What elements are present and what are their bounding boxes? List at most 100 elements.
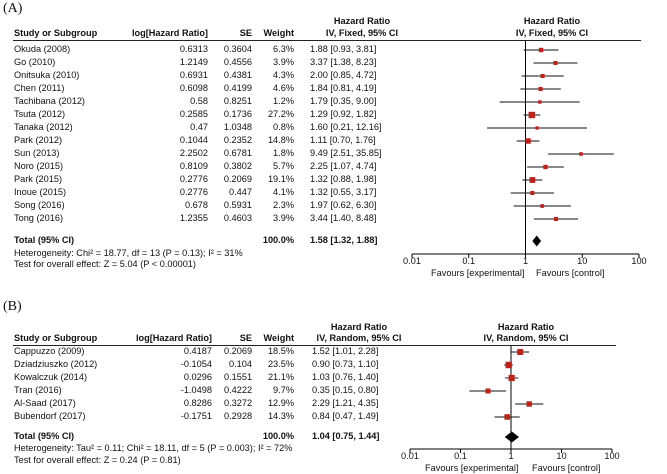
hazard-ratio-ci: 0.84 [0.47, 1.49] xyxy=(312,411,379,421)
hazard-ratio-ci: 9.49 [2.51, 35.85] xyxy=(310,148,382,158)
log-hazard-ratio: 1.2149 xyxy=(179,57,208,67)
study-name: Dziadziuszko (2012) xyxy=(14,359,98,369)
pooled-estimate-diamond xyxy=(504,431,519,443)
axis-tick-label: 10 xyxy=(556,451,567,461)
study-name: Tong (2016) xyxy=(14,213,64,223)
log-hazard-ratio: -1.0498 xyxy=(180,385,212,395)
axis-tick-label: 1 xyxy=(522,256,529,266)
header-weight: Weight xyxy=(263,28,294,38)
log-hazard-ratio: 2.2502 xyxy=(179,148,208,158)
study-weight: 4.6% xyxy=(273,83,294,93)
standard-error: 0.3802 xyxy=(223,161,252,171)
hazard-ratio-ci: 2.25 [1.07, 4.74] xyxy=(310,161,377,171)
axis-tick-label: 1 xyxy=(508,451,514,461)
overall-effect: Test for overall effect: Z = 5.04 (P < 0… xyxy=(14,259,196,269)
point-estimate-square xyxy=(529,177,536,183)
header-study: Study or Subgroup xyxy=(14,28,98,38)
log-hazard-ratio: 0.8286 xyxy=(183,398,212,408)
total-weight: 100.0% xyxy=(262,235,294,245)
point-estimate-square xyxy=(525,138,531,144)
hazard-ratio-ci: 1.84 [0.81, 4.19] xyxy=(310,83,377,93)
log-hazard-ratio: 0.2776 xyxy=(179,187,208,197)
axis-tick-label: 0.01 xyxy=(403,256,421,266)
study-name: Al-Saad (2017) xyxy=(14,398,76,408)
hazard-ratio-ci: 2.00 [0.85, 4.72] xyxy=(310,70,377,80)
standard-error: 0.4381 xyxy=(223,70,252,80)
panel-label: (B) xyxy=(3,299,22,314)
standard-error: 0.1551 xyxy=(224,372,253,382)
study-weight: 3.9% xyxy=(273,213,294,223)
study-weight: 4.1% xyxy=(273,187,294,197)
point-estimate-square xyxy=(553,60,558,66)
hr-column-subtitle: IV, Random, 95% CI xyxy=(316,333,402,343)
study-weight: 19.1% xyxy=(267,174,294,184)
study-name: Tran (2016) xyxy=(14,385,62,395)
standard-error: 0.2069 xyxy=(224,346,253,356)
standard-error: 0.104 xyxy=(229,359,252,369)
axis-tick-label: 100 xyxy=(631,256,647,266)
study-weight: 14.3% xyxy=(267,411,294,421)
header-weight: Weight xyxy=(263,333,294,343)
study-name: Go (2010) xyxy=(14,57,56,67)
point-estimate-square xyxy=(517,349,524,355)
header-loghr: log[Hazard Ratio] xyxy=(131,28,208,38)
forest-plot-canvas xyxy=(411,41,640,258)
axis-tick-label: 0.1 xyxy=(462,256,476,266)
point-estimate-square xyxy=(504,414,510,420)
point-estimate-square xyxy=(538,47,544,53)
study-name: Tachibana (2012) xyxy=(14,96,85,106)
hazard-ratio-ci: 0.35 [0.15, 0.80] xyxy=(312,385,379,395)
hazard-ratio-ci: 1.79 [0.35, 9.00] xyxy=(310,96,377,106)
hr-column-title: Hazard Ratio xyxy=(330,322,388,332)
pooled-estimate-diamond xyxy=(532,235,542,247)
study-weight: 14.8% xyxy=(267,135,294,145)
axis-tick-label: 0.1 xyxy=(454,451,467,461)
log-hazard-ratio: 0.2776 xyxy=(179,174,208,184)
standard-error: 0.2928 xyxy=(224,411,253,421)
header-se: SE xyxy=(239,28,252,38)
study-name: Park (2012) xyxy=(14,135,63,145)
study-weight: 0.8% xyxy=(273,122,294,132)
log-hazard-ratio: 0.6931 xyxy=(179,70,208,80)
log-hazard-ratio: 0.8109 xyxy=(179,161,208,171)
point-estimate-square xyxy=(553,216,558,222)
header-study: Study or Subgroup xyxy=(14,333,98,343)
plot-title: Hazard Ratio xyxy=(497,322,555,332)
study-name: Noro (2015) xyxy=(14,161,64,171)
standard-error: 0.1736 xyxy=(223,109,252,119)
standard-error: 1.0348 xyxy=(223,122,252,132)
heterogeneity: Heterogeneity: Tau² = 0.11; Chi² = 18.11… xyxy=(14,443,293,453)
point-estimate-square xyxy=(528,111,535,119)
plot-subtitle: IV, Fixed, 95% CI xyxy=(515,28,589,38)
header-rule xyxy=(13,40,641,41)
total-label: Total (95% CI) xyxy=(14,431,75,441)
point-estimate-square xyxy=(540,204,545,208)
axis-tick-label: 0.01 xyxy=(401,451,419,461)
study-weight: 4.3% xyxy=(273,70,294,80)
point-estimate-square xyxy=(485,388,491,394)
hazard-ratio-ci: 3.37 [1.38, 8.23] xyxy=(310,57,377,67)
heterogeneity: Heterogeneity: Chi² = 18.77, df = 13 (P … xyxy=(14,248,243,258)
study-weight: 27.2% xyxy=(267,109,294,119)
favours-right: Favours [control] xyxy=(536,268,605,278)
log-hazard-ratio: 0.6098 xyxy=(179,83,208,93)
favours-left: Favours [experimental] xyxy=(425,463,519,473)
point-estimate-square xyxy=(505,361,512,369)
study-weight: 1.8% xyxy=(273,148,294,158)
hr-column-title: Hazard Ratio xyxy=(333,16,391,26)
study-weight: 18.5% xyxy=(267,346,294,356)
total-ci: 1.58 [1.32, 1.88] xyxy=(310,235,378,245)
standard-error: 0.3604 xyxy=(223,44,252,54)
header-loghr: log[Hazard Ratio] xyxy=(135,333,212,343)
study-name: Sun (2013) xyxy=(14,148,60,158)
log-hazard-ratio: -0.1751 xyxy=(180,411,212,421)
study-name: Kowalczuk (2014) xyxy=(14,372,88,382)
forest-plot-b: (B) Hazard Ratio Hazard Ratio Study or S… xyxy=(0,298,667,474)
hazard-ratio-ci: 2.29 [1.21, 4.35] xyxy=(312,398,379,408)
study-weight: 1.2% xyxy=(273,96,294,106)
standard-error: 0.6781 xyxy=(223,148,252,158)
hazard-ratio-ci: 1.03 [0.76, 1.40] xyxy=(312,372,379,382)
log-hazard-ratio: 0.1044 xyxy=(179,135,208,145)
standard-error: 0.5931 xyxy=(223,200,252,210)
point-estimate-square xyxy=(530,190,535,196)
